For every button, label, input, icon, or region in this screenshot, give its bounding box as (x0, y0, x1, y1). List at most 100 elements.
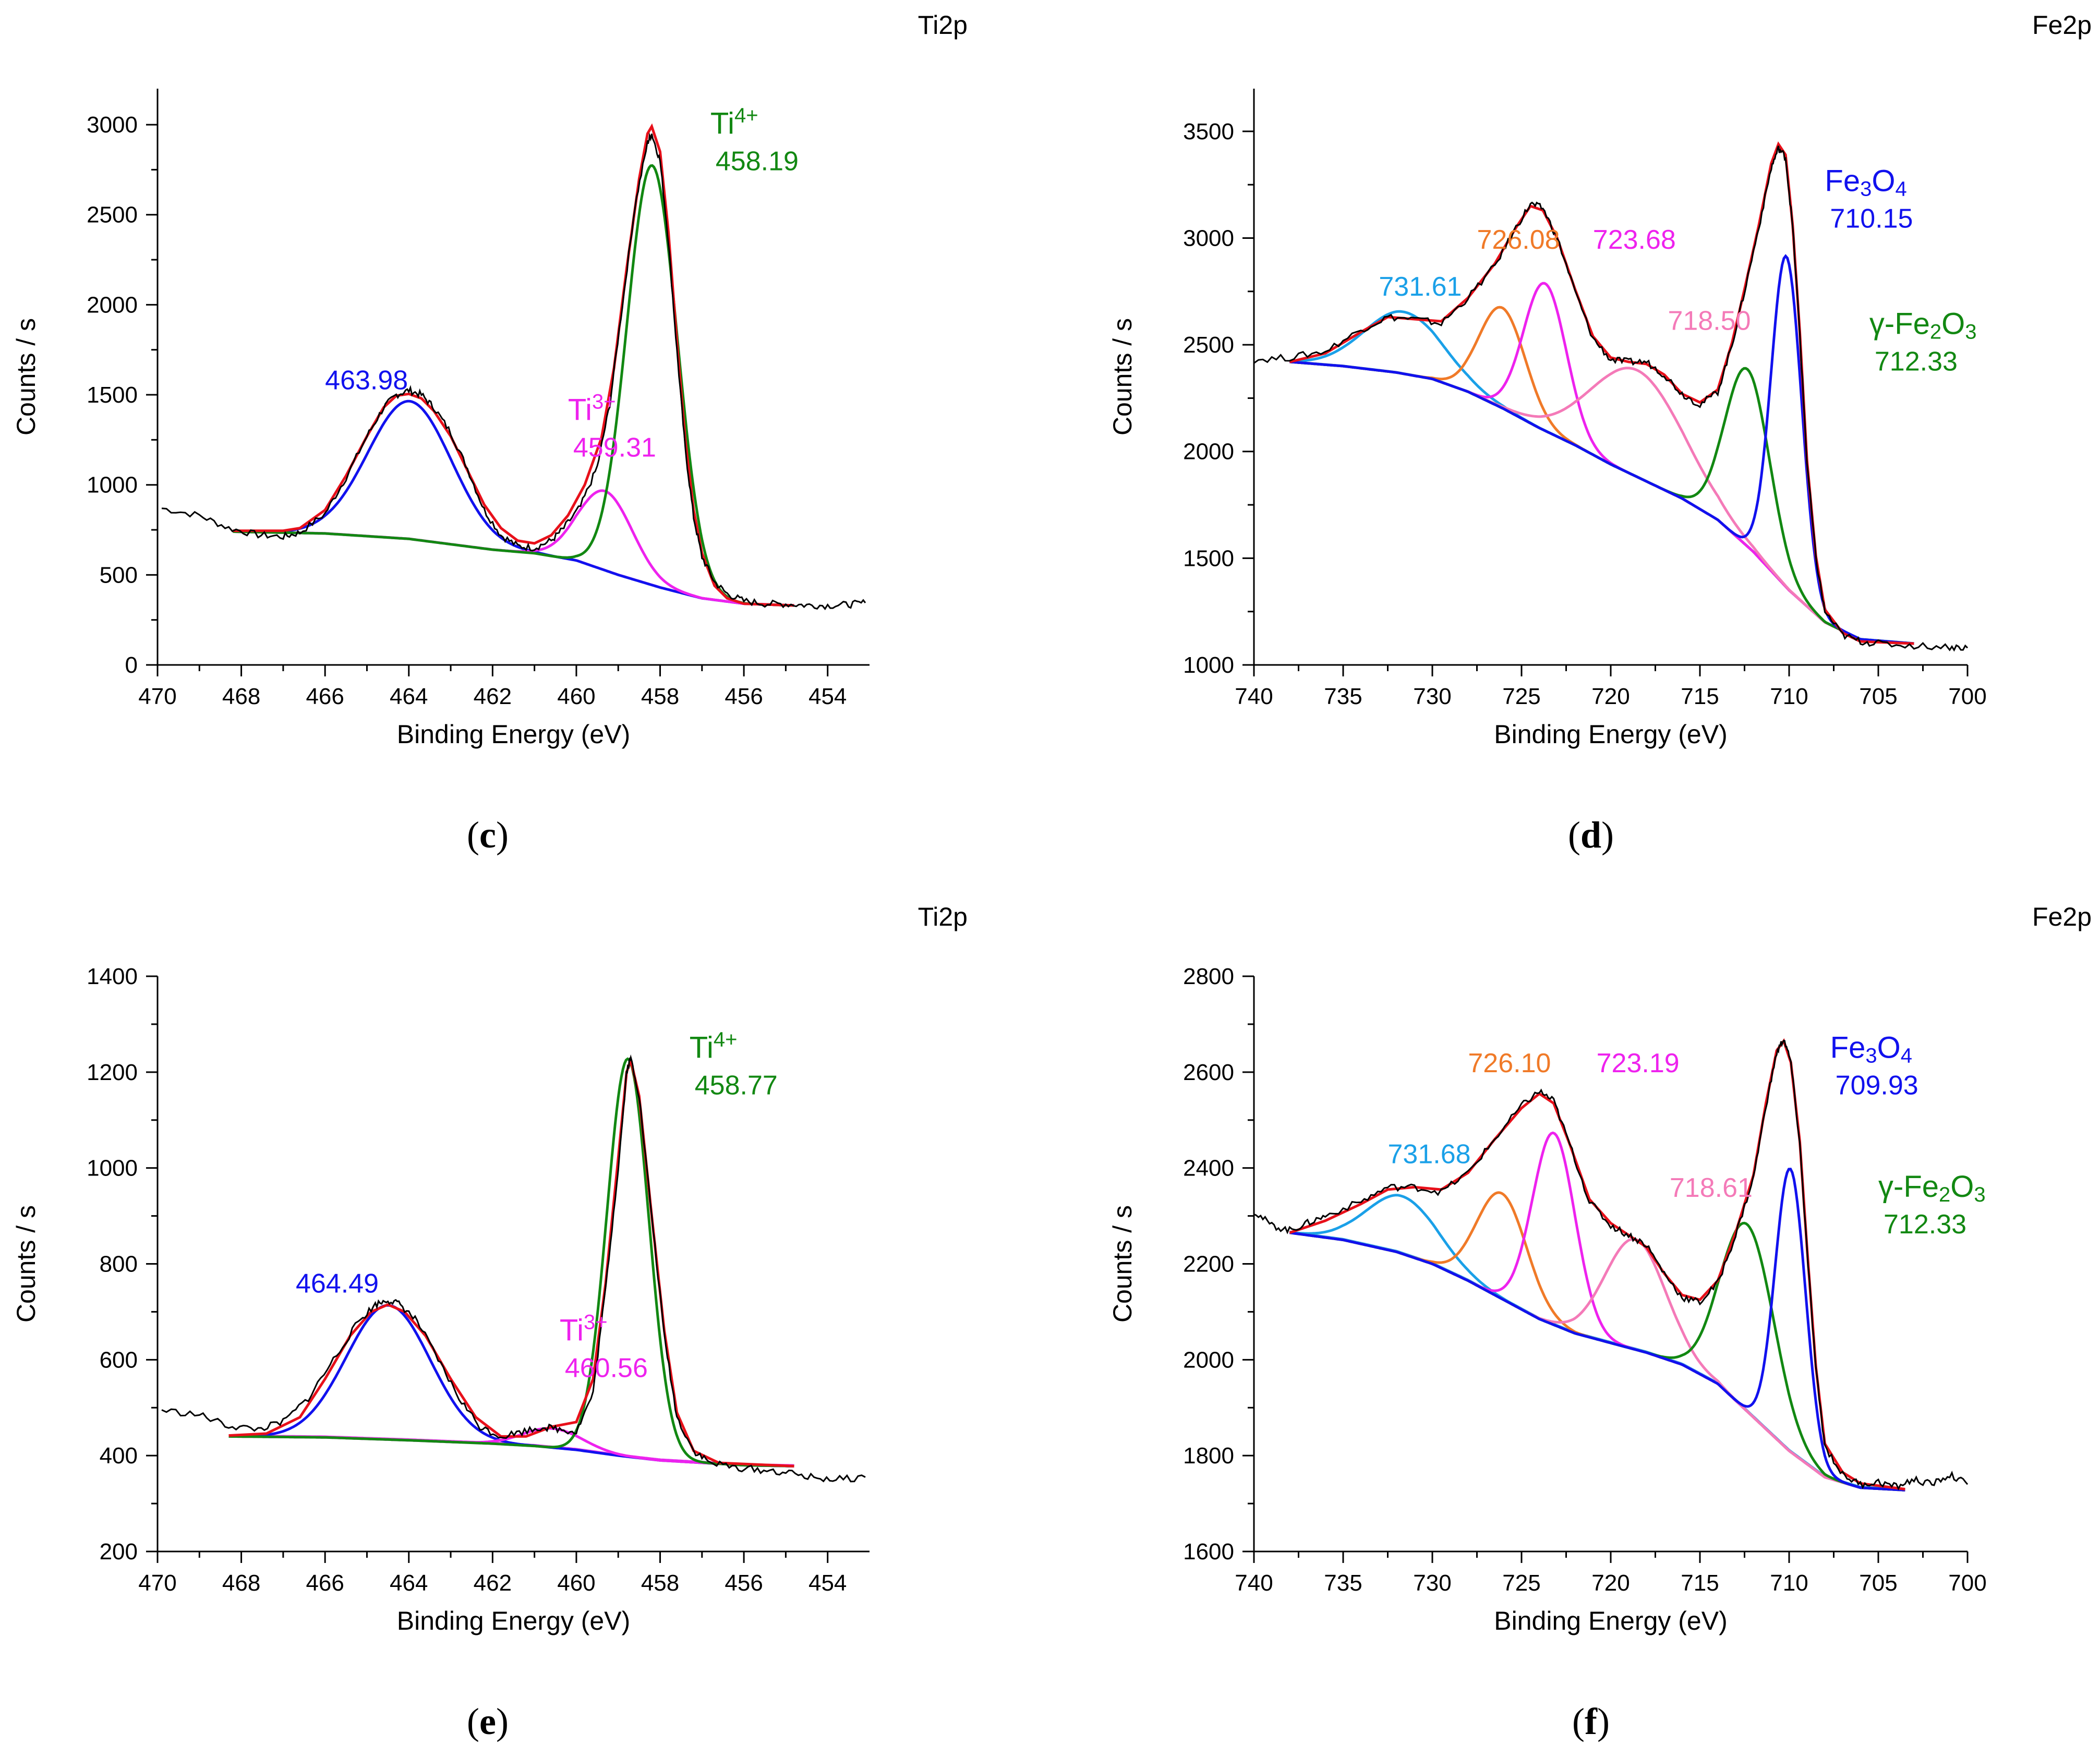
raw-spectrum (1253, 1039, 1969, 1490)
x-tick-label: 705 (1859, 684, 1897, 709)
x-tick-label: 730 (1413, 1570, 1451, 1596)
x-tick-label: 735 (1324, 684, 1362, 709)
x-tick-label: 462 (474, 684, 512, 709)
y-tick-label: 2000 (87, 292, 138, 318)
fit-component-Ti4- (228, 1057, 794, 1468)
x-tick-label: 735 (1324, 1570, 1362, 1596)
panel-letter: (d) (1568, 814, 1614, 856)
panel-letter: (c) (467, 814, 509, 856)
y-tick-label: 3500 (1183, 119, 1234, 144)
x-tick-label: 464 (390, 1570, 428, 1596)
peak-binding-energy: 458.77 (695, 1070, 778, 1100)
x-tick-label: 740 (1235, 684, 1273, 709)
y-tick-label: 2800 (1183, 964, 1234, 989)
x-tick-label: 720 (1591, 1570, 1630, 1596)
y-tick-label: 400 (100, 1443, 138, 1469)
y-tick-label: 1500 (1183, 545, 1234, 571)
x-tick-label: 456 (725, 1570, 763, 1596)
peak-annotation: 463.98 (325, 366, 408, 396)
y-tick-label: 2600 (1183, 1060, 1234, 1085)
spectrum-region-label: Fe2p (2032, 902, 2092, 931)
background-line-overlay (228, 1434, 794, 1466)
background-line (1289, 360, 1914, 645)
background-line-overlay (1289, 360, 1914, 645)
x-tick-label: 456 (725, 684, 763, 709)
peak-annotation: 726.08 (1477, 225, 1560, 255)
panel-letter: (f) (1572, 1701, 1610, 1742)
y-tick-label: 1200 (87, 1060, 138, 1085)
x-tick-label: 470 (138, 1570, 176, 1596)
peak-annotation: γ-Fe2O3 (1878, 1170, 1986, 1206)
fit-envelope (233, 123, 794, 607)
y-tick-label: 800 (100, 1252, 138, 1277)
x-tick-label: 710 (1770, 1570, 1808, 1596)
raw-spectrum (161, 132, 866, 611)
peak-binding-energy: 458.19 (716, 146, 799, 176)
fit-component-464-49 (228, 1304, 794, 1468)
peak-annotation: Ti3+ (560, 1311, 608, 1348)
x-axis-title: Binding Energy (eV) (397, 1606, 630, 1635)
fit-component-718-50 (1289, 360, 1914, 645)
y-tick-label: 1800 (1183, 1443, 1234, 1469)
spectrum-region-label: Fe2p (2032, 10, 2092, 40)
x-tick-label: 470 (138, 684, 176, 709)
y-tick-label: 2200 (1183, 1252, 1234, 1277)
peak-annotation: Fe3O4 (1830, 1030, 1912, 1067)
x-tick-label: 468 (222, 684, 260, 709)
y-tick-label: 1500 (87, 382, 138, 408)
x-tick-label: 725 (1502, 684, 1540, 709)
x-axis-title: Binding Energy (eV) (397, 720, 630, 749)
x-tick-label: 454 (808, 1570, 847, 1596)
x-tick-label: 462 (474, 1570, 512, 1596)
y-axis-title: Counts / s (11, 1205, 41, 1323)
peak-binding-energy: 712.33 (1875, 347, 1958, 377)
peak-binding-energy: 460.56 (565, 1353, 648, 1384)
peak-annotation: 731.68 (1388, 1139, 1471, 1169)
x-tick-label: 705 (1859, 1570, 1897, 1596)
peak-annotation: 723.19 (1597, 1048, 1680, 1078)
x-tick-label: 458 (641, 1570, 679, 1596)
peak-binding-energy: 459.31 (573, 432, 656, 463)
x-tick-label: 700 (1948, 684, 1986, 709)
panel-letter: (e) (467, 1701, 509, 1742)
spectrum-region-label: Ti2p (918, 10, 968, 40)
x-tick-label: 466 (306, 684, 344, 709)
y-tick-label: 2000 (1183, 439, 1234, 465)
x-tick-label: 715 (1681, 684, 1719, 709)
y-tick-label: 2500 (87, 202, 138, 228)
y-tick-label: 2000 (1183, 1347, 1234, 1373)
x-tick-label: 454 (808, 684, 847, 709)
peak-annotation: Ti3+ (568, 390, 616, 427)
peak-binding-energy: 712.33 (1884, 1209, 1966, 1240)
x-axis-title: Binding Energy (eV) (1494, 1606, 1727, 1635)
x-tick-label: 460 (557, 1570, 595, 1596)
x-axis-title: Binding Energy (eV) (1494, 720, 1727, 749)
x-tick-label: 466 (306, 1570, 344, 1596)
x-tick-label: 468 (222, 1570, 260, 1596)
peak-annotation: 718.50 (1668, 306, 1751, 336)
fit-component-709-93 (1289, 1168, 1905, 1492)
y-axis-title: Counts / s (11, 318, 41, 435)
peak-binding-energy: 709.93 (1836, 1070, 1918, 1100)
peak-annotation: Ti4+ (710, 104, 758, 140)
peak-annotation: γ-Fe2O3 (1869, 307, 1977, 344)
fit-component-Ti4- (233, 164, 794, 607)
peak-binding-energy: 710.15 (1830, 203, 1913, 234)
panel-c: 470 468 466 464 462 460 458 456 454 0 500 1000 1500 2… (11, 10, 968, 856)
raw-spectrum (1253, 146, 1969, 652)
peak-annotation: 718.61 (1670, 1173, 1753, 1203)
x-tick-label: 740 (1235, 1570, 1273, 1596)
x-tick-label: 730 (1413, 684, 1451, 709)
fit-envelope (1289, 141, 1914, 645)
fit-component-710-15 (1289, 254, 1914, 645)
y-tick-label: 600 (100, 1347, 138, 1373)
y-tick-label: 3000 (87, 112, 138, 138)
y-tick-label: 2500 (1183, 332, 1234, 358)
y-tick-label: 1000 (87, 1156, 138, 1181)
fit-component-Ti3- (233, 489, 794, 607)
y-axis-title: Counts / s (1108, 318, 1137, 435)
fit-component-731-68 (1289, 1194, 1905, 1492)
y-tick-label: 1400 (87, 964, 138, 989)
x-tick-label: 464 (390, 684, 428, 709)
